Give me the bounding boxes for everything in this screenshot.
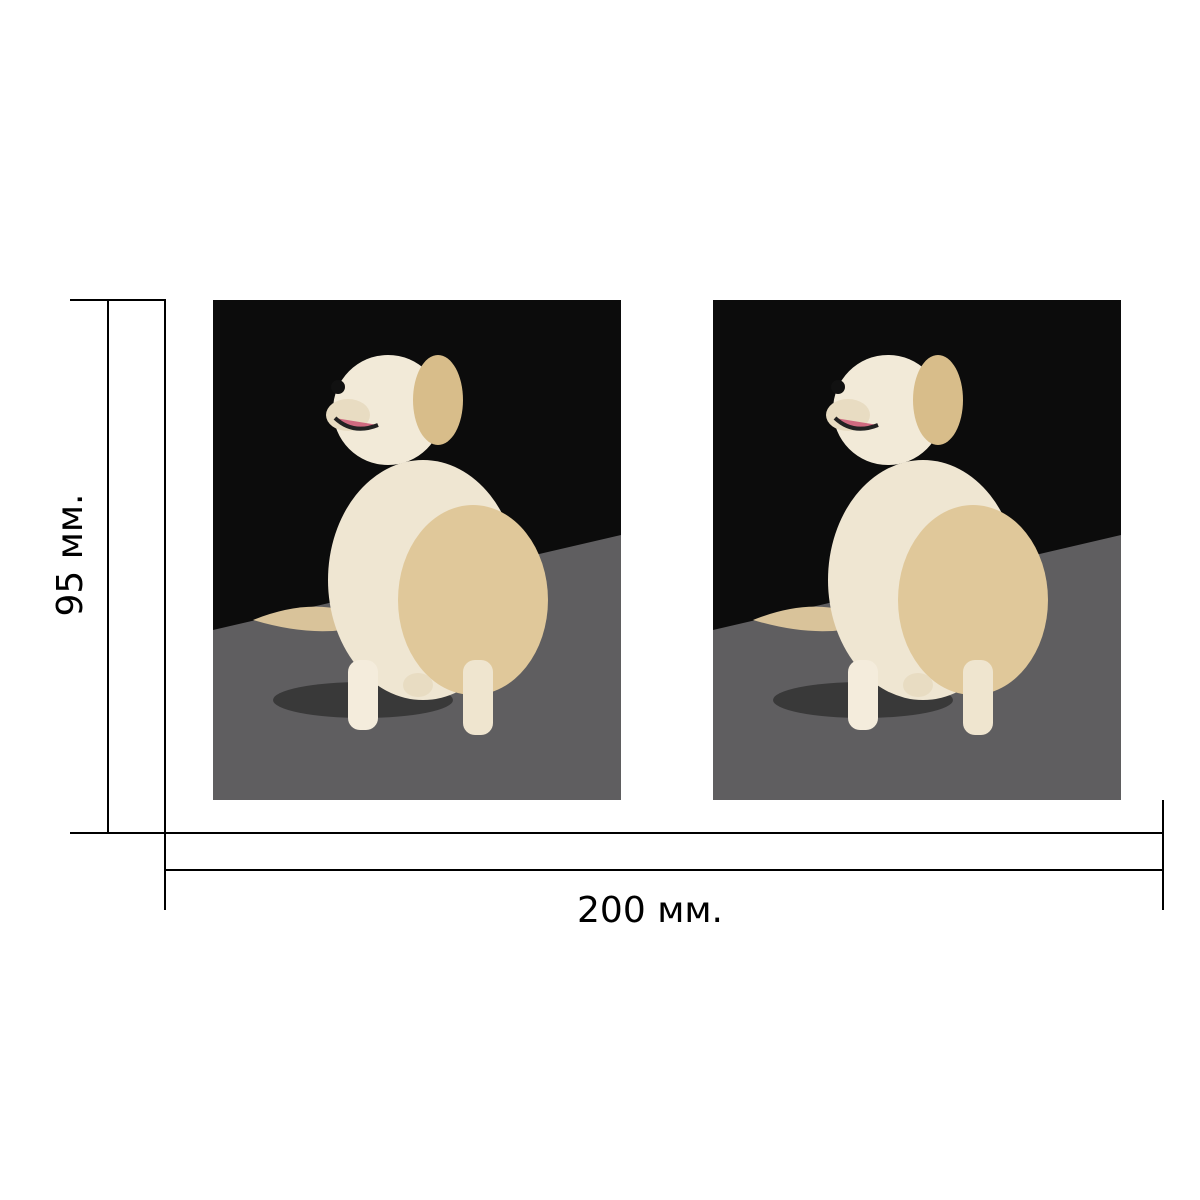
mug-print-left: [213, 300, 621, 800]
height-dimension: [70, 299, 166, 834]
mug-print-right: [713, 300, 1121, 800]
height-label: 95 мм.: [50, 493, 91, 616]
width-label: 200 мм.: [577, 890, 723, 931]
width-dimension: [164, 800, 1164, 910]
